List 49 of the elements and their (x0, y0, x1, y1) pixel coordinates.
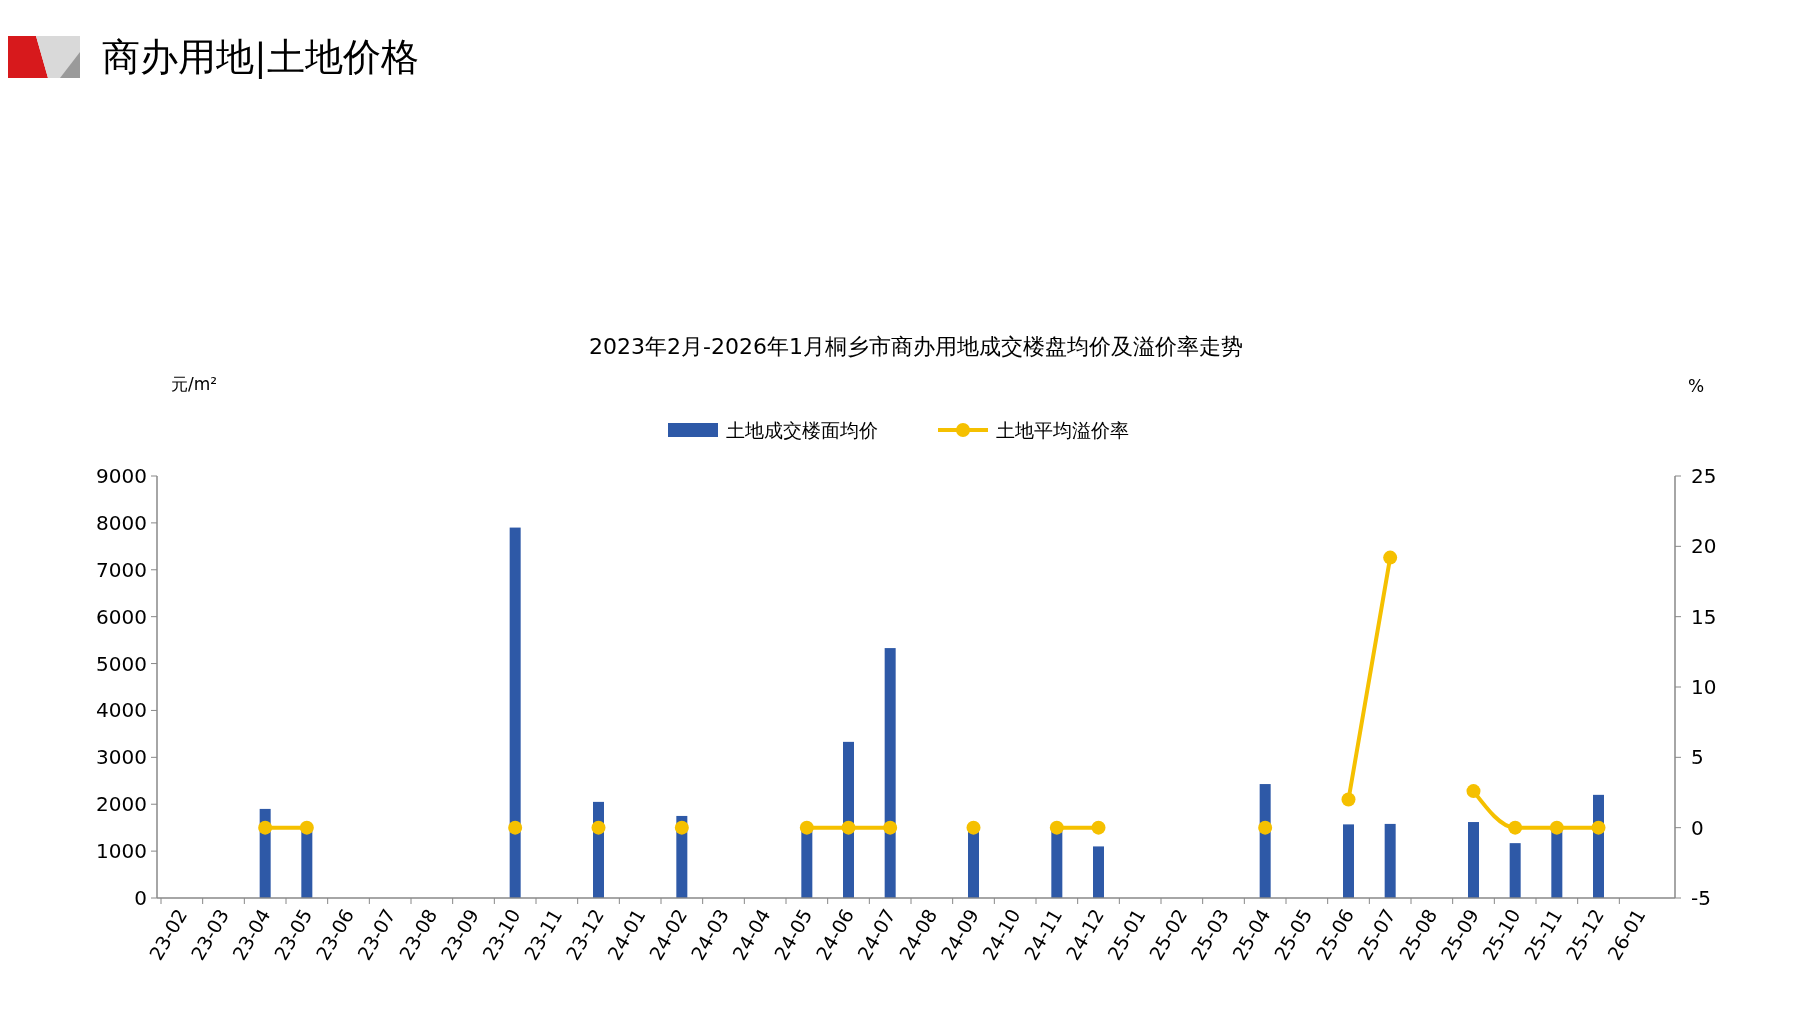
y-tick-label: 9000 (96, 464, 147, 488)
y2-tick-label: -5 (1691, 886, 1711, 910)
y-tick-label: 5000 (96, 651, 147, 676)
y-tick-label: 4000 (96, 698, 147, 723)
point (799, 820, 814, 835)
bar (1343, 824, 1354, 898)
bar (1509, 843, 1521, 898)
y-axis-title: 元/m² (170, 374, 218, 394)
point (1508, 820, 1523, 835)
point (966, 820, 981, 835)
point (1466, 784, 1481, 799)
chart-subtitle: 2023年2月-2026年1月桐乡市商办用地成交楼盘均价及溢价率走势 (589, 334, 1243, 359)
point (299, 820, 314, 835)
bar (509, 527, 521, 898)
y2-tick-label: 10 (1691, 675, 1717, 699)
y-tick-label: 2000 (96, 792, 147, 817)
bar (1093, 846, 1104, 898)
bar (1384, 823, 1396, 898)
y2-tick-label: 20 (1691, 534, 1717, 559)
bar (843, 741, 854, 898)
y-tick-label: 0 (134, 886, 147, 910)
y2-tick-label: 5 (1691, 745, 1704, 770)
y-tick-label: 3000 (96, 745, 147, 770)
legend-label: 土地平均溢价率 (996, 419, 1129, 441)
y-tick-label: 7000 (96, 557, 147, 582)
y2-axis-title: % (1687, 376, 1705, 396)
point (1258, 820, 1273, 835)
point (883, 820, 898, 835)
point (1049, 820, 1064, 835)
bar (884, 648, 896, 898)
y2-tick-label: 25 (1691, 464, 1717, 488)
point (1341, 792, 1356, 807)
point (1591, 820, 1606, 835)
bar (1468, 822, 1479, 898)
point (508, 820, 523, 835)
point (1549, 820, 1564, 835)
chart-title: 商办用地|土地价格 (102, 35, 419, 79)
point (258, 820, 273, 835)
point (591, 820, 606, 835)
y-tick-label: 6000 (96, 604, 147, 629)
point (674, 820, 689, 835)
y2-tick-label: 0 (1691, 815, 1704, 840)
y-tick-label: 8000 (96, 510, 147, 535)
y2-tick-label: 15 (1691, 604, 1717, 629)
point (1091, 820, 1106, 835)
point (841, 820, 856, 835)
point (1383, 550, 1398, 565)
y-tick-label: 1000 (96, 839, 147, 864)
legend-label: 土地成交楼面均价 (726, 419, 878, 441)
